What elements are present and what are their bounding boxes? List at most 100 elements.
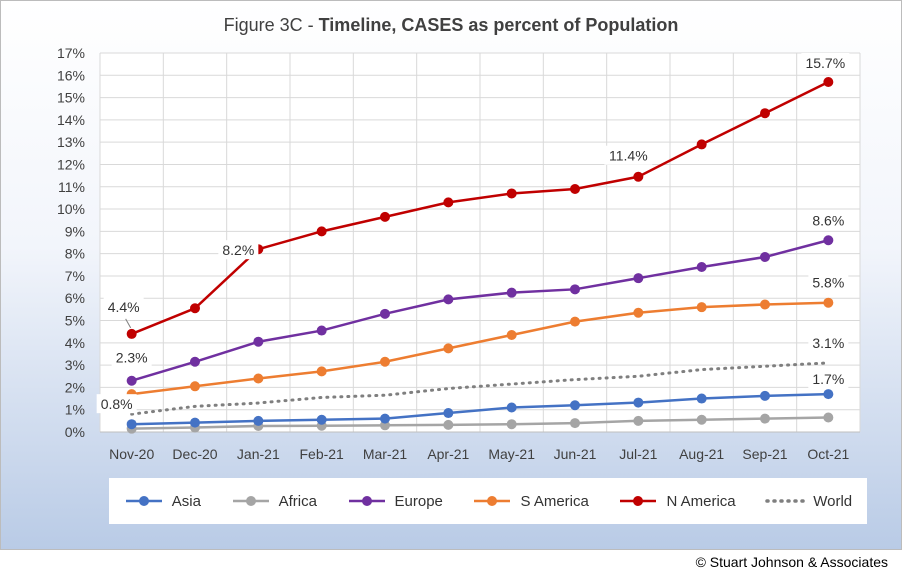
data-point-africa: [633, 415, 644, 426]
x-tick-label: Mar-21: [363, 446, 408, 462]
y-tick-label: 8%: [65, 246, 85, 262]
data-label: 15.7%: [805, 55, 845, 71]
legend-swatch-asia: [125, 496, 162, 506]
copyright-notice: © Stuart Johnson & Associates: [695, 554, 888, 570]
data-point-africa: [570, 418, 580, 429]
data-label: 2.3%: [116, 350, 148, 366]
legend-label: Africa: [278, 492, 317, 510]
data-label: 1.7%: [812, 371, 844, 387]
x-tick-label: Feb-21: [299, 446, 344, 462]
legend-label: Europe: [394, 492, 443, 510]
data-point-s-america: [760, 299, 770, 310]
data-point-n-america: [316, 226, 327, 237]
y-tick-label: 5%: [65, 313, 85, 329]
data-label-leader: [125, 318, 132, 329]
y-tick-label: 15%: [57, 90, 85, 106]
data-label: 8.2%: [222, 242, 254, 258]
x-tick-label: Jul-21: [619, 446, 657, 462]
data-point-africa: [823, 412, 834, 423]
data-point-asia: [823, 389, 834, 400]
data-label: 0.8%: [101, 396, 133, 412]
legend-item-europe: Europe: [347, 493, 443, 510]
data-point-europe: [443, 294, 454, 305]
data-point-europe: [380, 308, 390, 319]
data-point-europe: [253, 336, 264, 347]
data-label: 3.1%: [812, 335, 844, 351]
y-tick-label: 2%: [65, 379, 85, 395]
data-point-europe: [316, 325, 327, 336]
data-point-europe: [506, 287, 517, 298]
legend-swatch-africa: [232, 496, 269, 506]
y-tick-label: 4%: [65, 335, 85, 351]
data-point-s-america: [380, 356, 390, 367]
data-point-n-america: [633, 171, 644, 182]
x-tick-label: Dec-20: [172, 446, 217, 462]
data-label-background: [808, 272, 849, 292]
data-point-europe: [696, 262, 707, 273]
data-point-n-america: [126, 328, 137, 339]
data-point-s-america: [316, 366, 327, 377]
x-tick-label: Jan-21: [237, 446, 280, 462]
legend-swatch-marker: [245, 496, 256, 506]
x-tick-label: Aug-21: [679, 446, 724, 462]
x-tick-label: Jun-21: [554, 446, 597, 462]
data-point-europe: [126, 375, 137, 386]
chart-title: Figure 3C - Timeline, CASES as percent o…: [0, 15, 902, 36]
data-label-background: [96, 394, 137, 414]
legend-item-africa: Africa: [231, 493, 317, 510]
legend: Asia Africa Europe S America N America World: [109, 478, 867, 524]
legend-label: S America: [520, 492, 589, 510]
y-tick-label: 0%: [65, 424, 85, 440]
legend-swatch-s-america: [474, 496, 511, 506]
data-label-background: [218, 240, 259, 260]
data-point-africa: [696, 414, 707, 425]
data-point-asia: [633, 397, 644, 408]
data-point-asia: [380, 413, 390, 424]
legend-swatch-world: [765, 499, 805, 503]
x-tick-label: Sep-21: [742, 446, 787, 462]
data-label-background: [801, 52, 850, 72]
legend-swatch-n-america: [620, 496, 657, 506]
x-tick-label: Nov-20: [109, 446, 154, 462]
data-label-background: [808, 369, 849, 389]
series-line-africa: [131, 416, 829, 430]
data-point-s-america: [570, 316, 580, 327]
legend-item-s-america: S America: [472, 492, 589, 510]
data-point-asia: [126, 419, 137, 430]
data-point-asia: [190, 417, 200, 428]
chart-title-prefix: Figure 3C -: [223, 15, 319, 35]
legend-label: World: [813, 492, 853, 510]
series-line-s-america: [131, 301, 829, 396]
data-point-europe: [823, 235, 834, 246]
x-tick-label: Apr-21: [427, 446, 469, 462]
data-label: 11.4%: [609, 148, 648, 164]
data-point-n-america: [506, 188, 517, 199]
data-label-background: [111, 347, 152, 367]
data-point-s-america: [190, 381, 200, 392]
y-tick-label: 12%: [57, 156, 85, 172]
data-label-background: [103, 296, 144, 316]
y-tick-label: 3%: [65, 357, 85, 373]
legend-swatch-marker: [361, 496, 372, 506]
y-tick-label: 11%: [58, 179, 85, 195]
x-tick-label: May-21: [488, 446, 535, 462]
series-line-world: [130, 361, 830, 416]
data-point-africa: [760, 413, 770, 424]
data-point-s-america: [253, 373, 264, 384]
data-point-asia: [316, 414, 327, 425]
data-point-n-america: [760, 108, 770, 119]
legend-swatch-marker: [138, 496, 149, 506]
data-point-europe: [760, 251, 770, 262]
data-point-africa: [443, 419, 454, 430]
y-tick-label: 13%: [57, 134, 85, 150]
y-tick-label: 10%: [57, 201, 85, 217]
data-point-s-america: [443, 343, 454, 354]
y-tick-label: 1%: [65, 402, 85, 418]
data-point-asia: [443, 408, 454, 419]
data-label: 4.4%: [108, 299, 140, 315]
data-point-n-america: [380, 211, 390, 222]
data-point-s-america: [696, 302, 707, 313]
data-point-n-america: [696, 139, 707, 150]
y-tick-label: 16%: [57, 67, 85, 83]
legend-swatch-marker: [487, 496, 498, 506]
